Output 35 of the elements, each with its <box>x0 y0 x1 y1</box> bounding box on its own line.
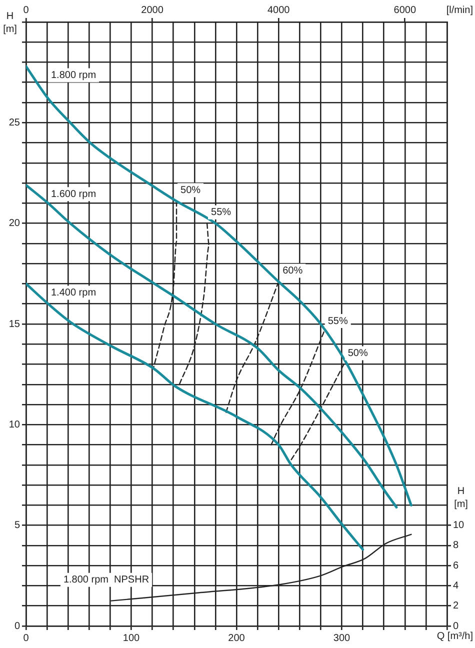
y2-tick-label: 10 <box>453 520 465 532</box>
x-axis-title: Q [m³/h] <box>436 630 474 642</box>
y2-axis-title: H [m] <box>454 486 468 510</box>
line-series <box>26 65 412 506</box>
x2-tick-label: 2000 <box>141 4 164 16</box>
series-label: 1.800 rpm NPSHR <box>63 574 150 586</box>
x2-tick-label: 4000 <box>267 4 290 16</box>
y2-tick-label: 8 <box>453 540 459 552</box>
x-tick-label: 100 <box>122 632 140 644</box>
x-tick-label: 0 <box>23 632 30 644</box>
series-label: 1.400 rpm <box>51 287 96 298</box>
y-tick-label: 10 <box>8 419 20 430</box>
y-tick-label: 0 <box>14 620 20 632</box>
y2-tick-label: 6 <box>453 560 459 572</box>
y-tick-label: 20 <box>8 218 20 230</box>
y2-tick-label: 2 <box>453 600 459 612</box>
y-axis-title: H [m] <box>3 10 18 35</box>
y2-tick-label: 0 <box>453 620 459 632</box>
y2-tick-label: 4 <box>453 580 459 592</box>
series-label: 1.800 rpm <box>51 70 96 82</box>
x2-axis-title: [l/min] <box>446 4 474 16</box>
x2-tick-label: 6000 <box>394 4 416 16</box>
line-series <box>26 184 398 508</box>
x-tick-label: 300 <box>333 632 351 644</box>
y-tick-label: 5 <box>14 520 20 532</box>
series-label: 60% <box>282 265 303 276</box>
y-tick-label: 25 <box>8 117 20 128</box>
series-label: 50% <box>180 184 201 196</box>
series-label: 50% <box>348 348 368 360</box>
y-tick-label: 15 <box>8 318 20 330</box>
series-label: 55% <box>328 316 348 327</box>
x2-tick-label: 0 <box>23 4 30 16</box>
x-tick-label: 200 <box>228 632 246 644</box>
series-label: 55% <box>211 207 232 218</box>
series-label: 1.600 rpm <box>51 188 96 200</box>
